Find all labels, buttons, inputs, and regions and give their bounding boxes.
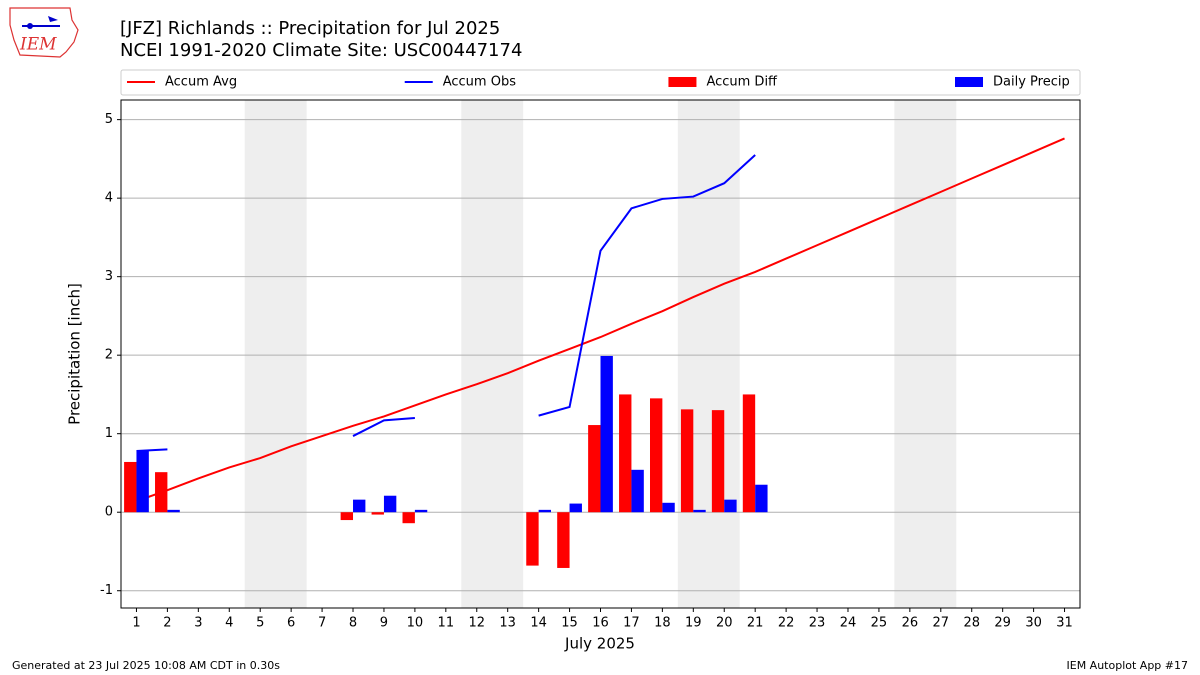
x-tick-label: 18 [654,616,671,631]
bar [155,472,168,513]
weekend-shade [244,100,307,608]
bar [569,503,582,513]
x-tick-label: 31 [1056,616,1073,631]
bar [711,410,725,513]
bar [371,512,384,515]
x-tick-label: 15 [561,616,578,631]
x-tick-label: 12 [468,616,485,631]
weekend-shade [461,100,524,608]
logo-mark [48,16,58,22]
logo-outline [9,7,79,58]
line [136,137,1065,503]
bar [538,509,552,513]
legend-box [120,69,1081,96]
y-tick-label: 2 [105,348,113,363]
y-tick-label: 5 [105,112,113,127]
logo: IEM [9,7,79,58]
x-tick-label: 21 [747,616,764,631]
x-tick-label: 14 [530,616,547,631]
legend-label: Daily Precip [993,75,1070,90]
x-tick-label: 23 [809,616,826,631]
x-tick-label: 29 [994,616,1011,631]
chart-title: [JFZ] Richlands :: Precipitation for Jul… [120,18,500,39]
x-tick-label: 24 [840,616,857,631]
x-tick-label: 28 [963,616,980,631]
x-tick-label: 5 [256,616,264,631]
bar [340,512,354,521]
x-tick-label: 13 [499,616,516,631]
bar [742,394,756,513]
x-tick-label: 25 [871,616,888,631]
x-tick-label: 19 [685,616,702,631]
y-tick-label: 0 [105,505,113,520]
weekend-shade [894,100,957,608]
bar [693,509,706,513]
bar [680,409,694,513]
legend-label: Accum Obs [443,75,516,90]
x-tick-label: 11 [438,616,455,631]
bar [167,509,180,513]
bar [588,425,601,513]
bar [649,398,663,513]
legend-label: Accum Diff [706,75,778,90]
x-tick-label: 3 [194,616,202,631]
bar [124,461,137,513]
bar [662,502,675,513]
bar [600,355,613,513]
x-axis-label: July 2025 [564,635,635,653]
logo-text: IEM [19,35,57,55]
x-tick-label: 22 [778,616,795,631]
bar [414,509,428,513]
y-tick-label: -1 [100,583,113,598]
y-axis-label: Precipitation [inch] [66,283,84,425]
legend-swatch [955,77,983,87]
y-tick-label: 1 [105,426,113,441]
logo-mark [27,23,33,29]
x-tick-label: 20 [716,616,733,631]
y-tick-label: 4 [105,191,113,206]
bar [631,469,644,513]
bar [402,512,415,524]
x-tick-label: 17 [623,616,640,631]
bar [755,484,768,513]
x-tick-label: 10 [407,616,424,631]
x-tick-label: 30 [1025,616,1042,631]
bar [383,495,397,513]
footer-left: Generated at 23 Jul 2025 10:08 AM CDT in… [12,659,280,672]
x-tick-label: 9 [380,616,388,631]
y-tick-label: 3 [105,269,113,284]
bar [724,499,737,513]
bar [353,499,366,513]
x-tick-label: 4 [225,616,233,631]
x-tick-label: 7 [318,616,326,631]
legend-label: Accum Avg [165,75,237,90]
x-tick-label: 1 [132,616,140,631]
bar [619,394,632,513]
line [136,154,756,452]
x-tick-label: 8 [349,616,357,631]
legend-swatch [668,77,697,87]
footer-right: IEM Autoplot App #17 [1067,659,1189,672]
bar [136,450,149,513]
x-tick-label: 6 [287,616,295,631]
plot-frame [120,99,1081,609]
chart-subtitle: NCEI 1991-2020 Climate Site: USC00447174 [120,40,522,61]
weekend-shade [677,100,740,608]
bar [557,512,570,568]
x-tick-label: 26 [902,616,919,631]
x-tick-label: 27 [933,616,950,631]
x-tick-label: 2 [163,616,171,631]
bar [526,512,539,566]
x-tick-label: 16 [592,616,609,631]
plot-area [121,100,1080,608]
